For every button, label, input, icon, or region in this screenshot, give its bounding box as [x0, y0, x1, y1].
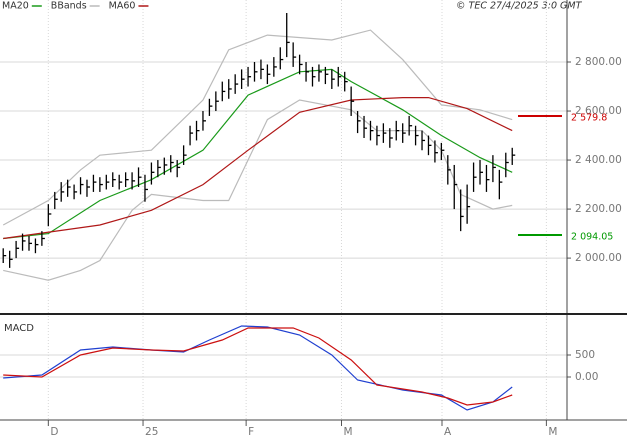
x-tick-label: D: [50, 426, 58, 438]
line: [3, 68, 513, 240]
line: [3, 325, 513, 411]
line: [3, 327, 513, 406]
line: [3, 99, 513, 281]
legend-label: MA20: [2, 1, 29, 12]
x-tick-label: M: [343, 426, 352, 438]
y-tick-label: 2 800.00: [575, 56, 622, 68]
line: [3, 96, 513, 240]
y-tick-label: 2 200.00: [575, 203, 622, 215]
y-tick-label: 2 600.00: [575, 105, 622, 117]
level-label: 2 094.05: [571, 232, 613, 243]
x-tick-label: F: [248, 426, 254, 438]
x-tick-label: A: [444, 426, 452, 438]
y-tick-label: 2 000.00: [575, 252, 622, 264]
y-tick-label: 0.00: [575, 371, 598, 383]
x-tick-label: M: [548, 426, 557, 438]
legend-label: BBands: [51, 1, 87, 12]
line: [2, 29, 513, 226]
y-tick-label: 2 400.00: [575, 154, 622, 166]
copyright: © TEC 27/4/2025 3:0 GMT: [456, 1, 583, 12]
x-tick-label: 25: [145, 426, 158, 438]
macd-title: MACD: [4, 323, 34, 334]
legend-label: MA60: [109, 1, 136, 12]
y-tick-label: 500: [575, 349, 595, 361]
level-label: 2 579.8: [571, 112, 607, 123]
